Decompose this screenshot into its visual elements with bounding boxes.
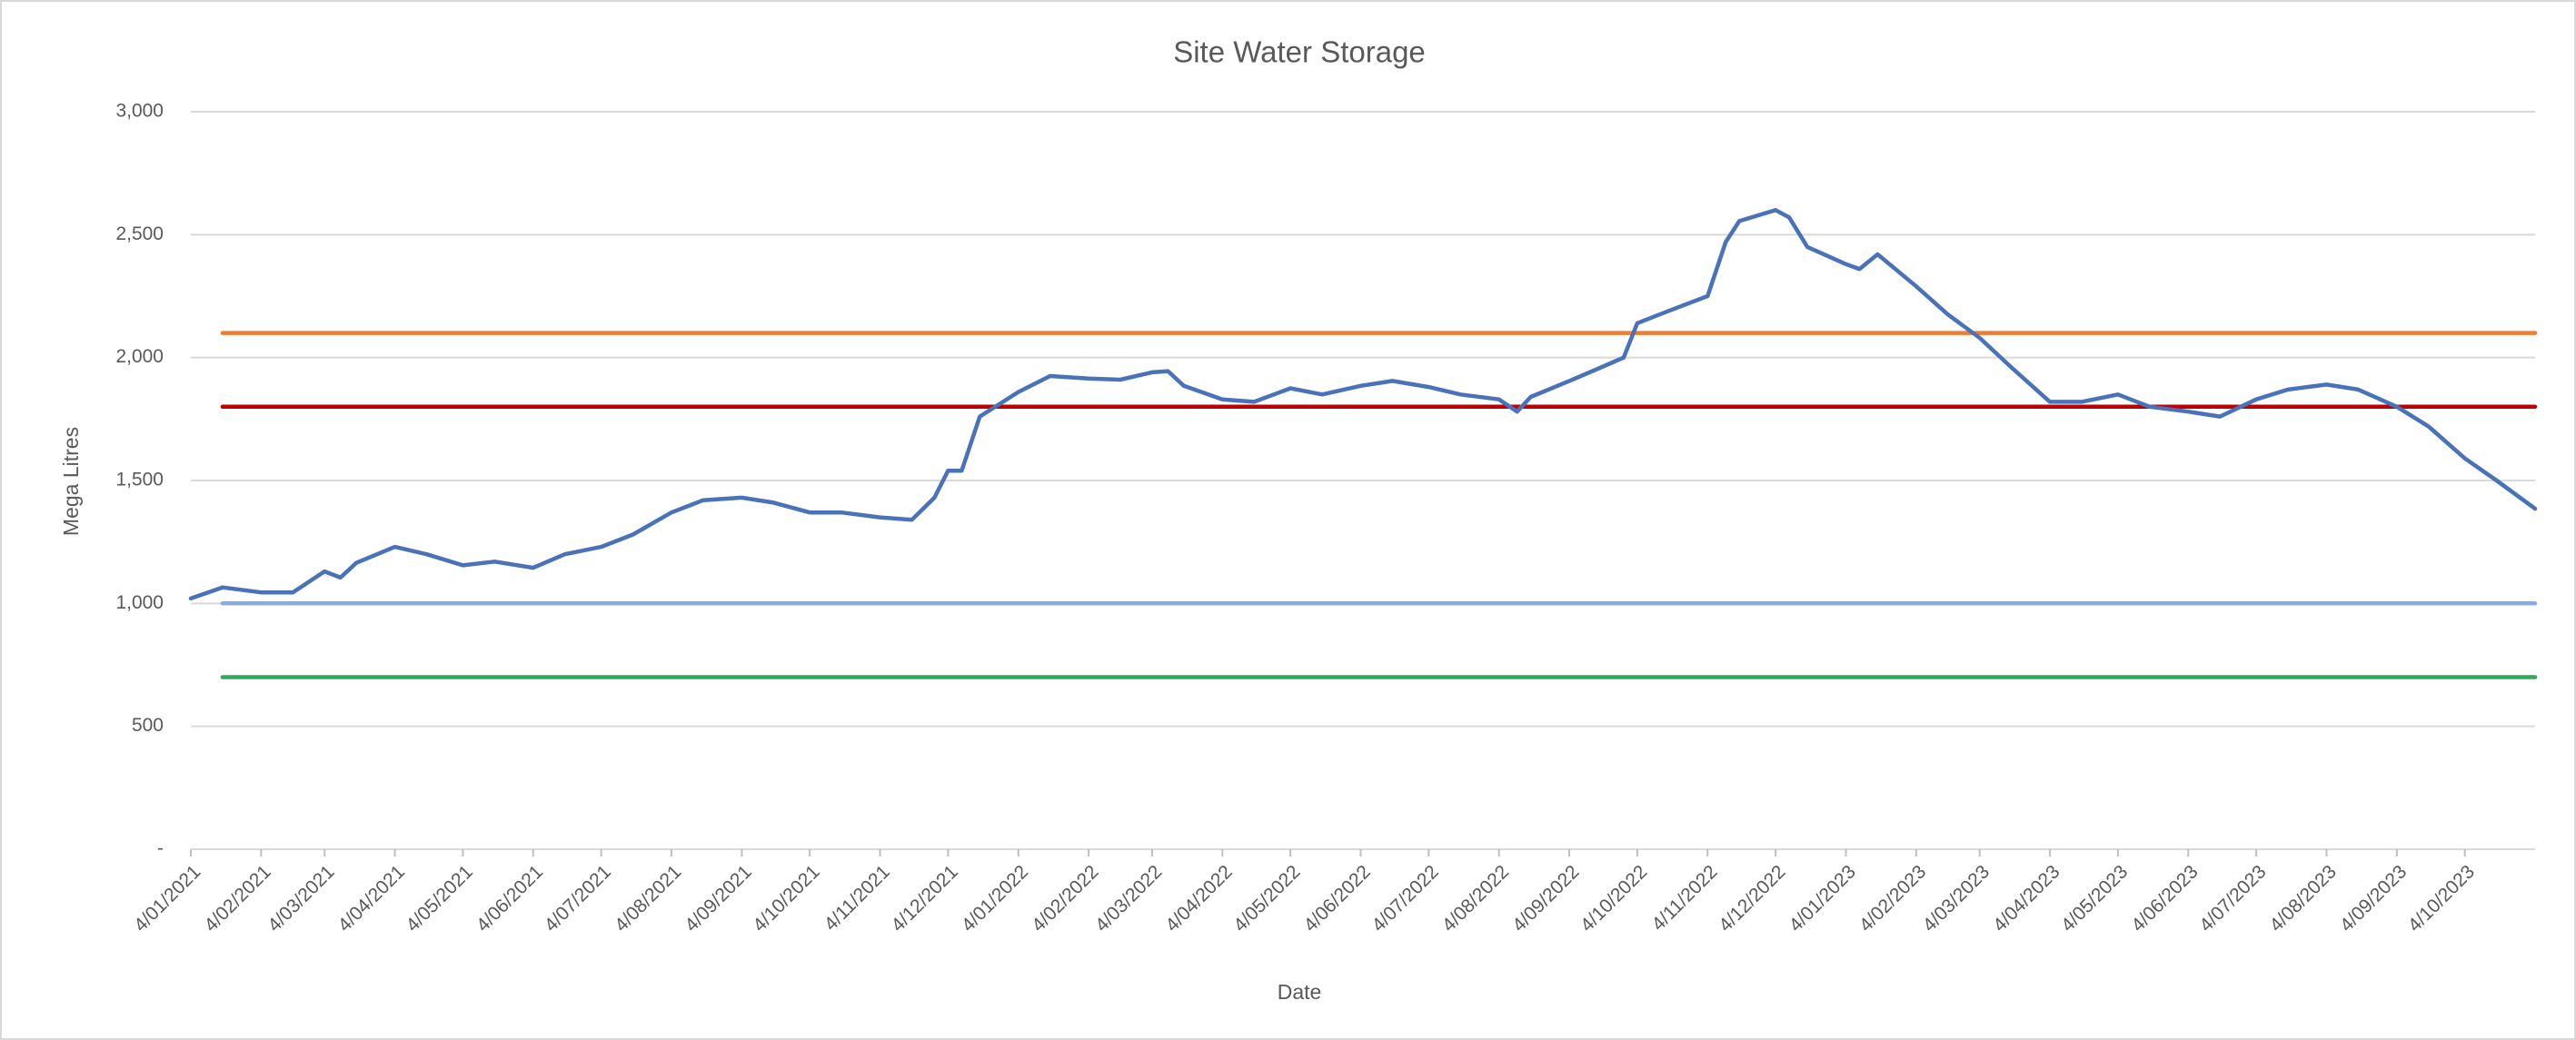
x-axis-title: Date xyxy=(1278,980,1322,1004)
chart-title: Site Water Storage xyxy=(1173,35,1426,69)
y-axis-title: Mega Litres xyxy=(59,427,83,536)
y-tick-label: 1,500 xyxy=(115,470,164,490)
y-tick-label: 2,000 xyxy=(115,346,164,367)
series-line xyxy=(188,208,2538,601)
y-tick-label: 2,500 xyxy=(115,223,164,244)
y-tick-label: 3,000 xyxy=(115,101,164,122)
y-tick-label: 1,000 xyxy=(115,592,164,613)
y-tick-label: 500 xyxy=(132,715,164,736)
y-tick-label: - xyxy=(157,838,164,859)
